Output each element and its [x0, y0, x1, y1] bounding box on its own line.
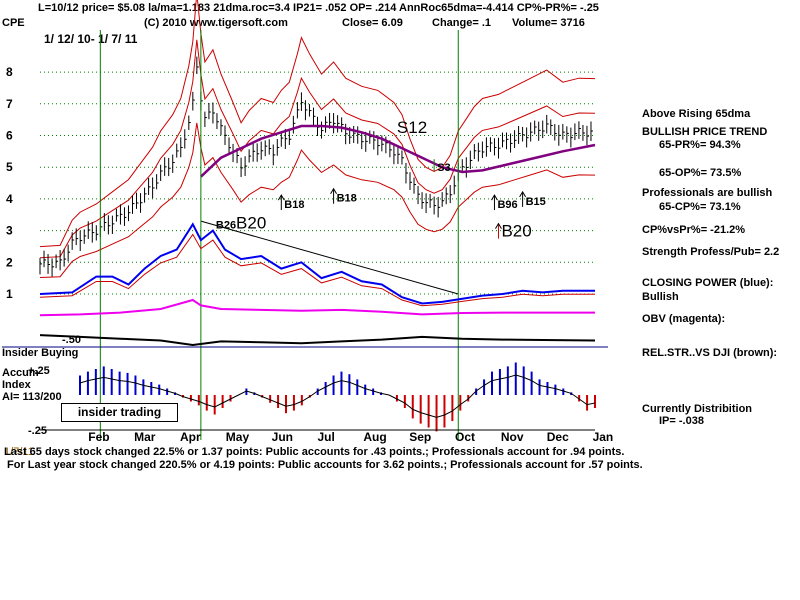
- y-tick-label: 8: [6, 65, 13, 79]
- symbol: CPE: [2, 17, 25, 29]
- signal-arrowhead: [277, 194, 285, 201]
- rs-fifty-tick: -.50: [62, 334, 81, 346]
- rp-65-pr: 65-PR%= 94.3%: [659, 139, 741, 151]
- x-tick-label: Mar: [134, 430, 156, 444]
- signal-arrowhead: [491, 194, 498, 201]
- signal-label: B18: [284, 199, 304, 211]
- footer-date: 1/7/11: [4, 446, 34, 458]
- ma65-line: [200, 124, 596, 178]
- closing-power-line: [39, 222, 595, 305]
- accum-ma-line: [79, 374, 596, 418]
- signal-label: B18: [337, 193, 357, 205]
- rp-strength: Strength Profess/Pub= 2.2: [642, 246, 780, 258]
- rp-distribution: Currently Distribition: [642, 403, 753, 415]
- accum-minus-tick: -.25: [28, 425, 47, 437]
- footer-65day: Last 65 days stock changed 22.5% or 1.37…: [4, 446, 625, 458]
- volume-value: Volume= 3716: [512, 17, 585, 29]
- mid-band: [39, 39, 596, 259]
- date-range: 1/ 12/ 10- 1/ 7/ 11: [44, 32, 138, 46]
- accum-label: Accum: [2, 367, 39, 379]
- rp-closing-power: CLOSING POWER (blue):: [642, 277, 774, 289]
- index-label: Index: [2, 379, 31, 391]
- y-tick-label: 1: [6, 287, 13, 301]
- y-tick-label: 6: [6, 129, 13, 143]
- signal-arrowhead: [519, 190, 527, 198]
- x-tick-label: Feb: [88, 430, 109, 444]
- rp-65-cp: 65-CP%= 73.1%: [659, 201, 741, 213]
- x-tick-label: Aug: [363, 430, 386, 444]
- rp-rel-str: REL.STR..VS DJI (brown):: [642, 347, 778, 359]
- change-value: Change= .1: [432, 17, 491, 29]
- y-tick-label: 3: [6, 224, 13, 238]
- insider-buying-label: Insider Buying: [2, 347, 79, 359]
- y-tick-label: 4: [6, 192, 13, 206]
- x-tick-label: Dec: [547, 430, 569, 444]
- signal-label: B20: [236, 213, 266, 232]
- y-tick-label: 2: [6, 255, 13, 269]
- rp-professionals: Professionals are bullish: [642, 187, 773, 199]
- header-stats: L=10/12 price= $5.08 la/ma=1.183 21dma.r…: [38, 2, 599, 14]
- footer-year: For Last year stock changed 220.5% or 4.…: [7, 459, 643, 471]
- signal-arrowhead: [330, 187, 338, 194]
- rp-cp-vs-pr: CP%vsPr%= -21.2%: [642, 224, 746, 236]
- insider-trading-button[interactable]: insider trading: [61, 403, 178, 422]
- x-tick-label: Sep: [409, 430, 431, 444]
- y-tick-label: 5: [6, 160, 13, 174]
- x-tick-label: May: [226, 430, 250, 444]
- x-tick-label: Jan: [593, 430, 614, 444]
- x-tick-label: Apr: [180, 430, 201, 444]
- x-tick-label: Jun: [272, 430, 293, 444]
- signal-arrowhead: [495, 222, 502, 229]
- rp-65-op: 65-OP%= 73.5%: [659, 167, 742, 179]
- accum-plus-tick: +.25: [28, 365, 50, 377]
- close-value: Close= 6.09: [342, 17, 403, 29]
- x-tick-label: Jul: [318, 430, 335, 444]
- closing-power-ma: [39, 233, 595, 307]
- signal-label: S12: [397, 118, 427, 137]
- rp-ip: IP= -.038: [659, 415, 704, 427]
- rp-above-65dma: Above Rising 65dma: [642, 108, 751, 120]
- signal-label: B15: [526, 196, 546, 208]
- trend-line: [200, 220, 459, 295]
- x-tick-label: Oct: [455, 430, 475, 444]
- rp-obv: OBV (magenta):: [642, 313, 726, 325]
- rp-bullish: Bullish: [642, 291, 679, 303]
- copyright: (C) 2010 www.tigersoft.com: [144, 17, 288, 29]
- signal-label: S3: [437, 162, 450, 174]
- signal-label: B96: [497, 199, 517, 211]
- upper-band: [39, 0, 596, 248]
- obv-line: [39, 298, 595, 317]
- lower-band: [39, 122, 596, 278]
- signal-label: B26: [216, 219, 236, 231]
- x-tick-label: Nov: [501, 430, 524, 444]
- rel-strength-line: [39, 334, 596, 347]
- ai-value: AI= 113/200: [2, 391, 62, 403]
- rp-bullish-trend: BULLISH PRICE TREND: [642, 126, 768, 138]
- y-tick-label: 7: [6, 97, 13, 111]
- signal-label: B20: [501, 222, 531, 241]
